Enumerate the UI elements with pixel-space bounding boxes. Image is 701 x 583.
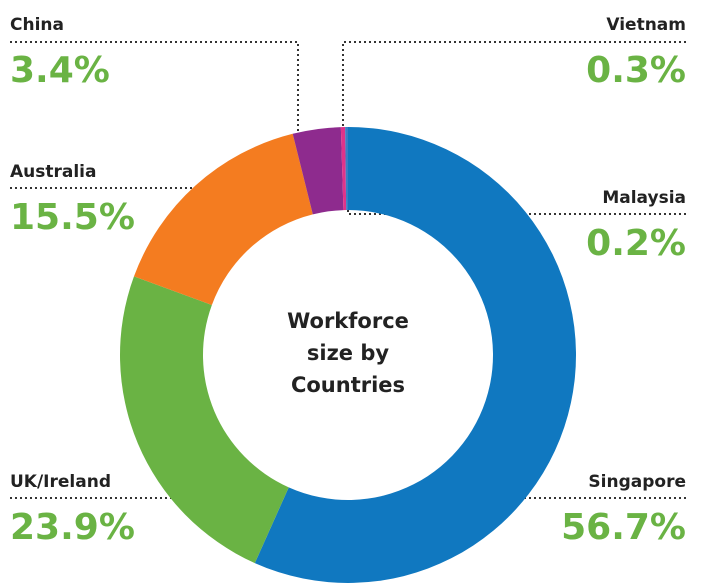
value-label: 56.7%	[561, 507, 686, 548]
value-label: 15.5%	[10, 197, 135, 238]
chart-title: Workforce size by Countries	[287, 309, 409, 397]
category-label: Malaysia	[602, 188, 686, 208]
value-label: 0.3%	[586, 50, 686, 91]
value-label: 3.4%	[10, 50, 110, 91]
category-label: China	[10, 15, 64, 35]
leader-line	[342, 41, 686, 130]
value-label: 0.2%	[586, 223, 686, 264]
category-label: Singapore	[588, 472, 686, 492]
slice	[254, 127, 576, 583]
category-label: Australia	[10, 162, 97, 182]
slice	[292, 127, 344, 215]
leader-lines	[10, 41, 686, 499]
category-label: Vietnam	[606, 15, 686, 35]
slice	[119, 276, 289, 564]
slice	[133, 133, 313, 306]
slice	[340, 127, 347, 211]
slice	[345, 127, 348, 211]
value-label: 23.9%	[10, 507, 135, 548]
leader-line	[10, 41, 299, 138]
category-label: UK/Ireland	[10, 472, 111, 492]
